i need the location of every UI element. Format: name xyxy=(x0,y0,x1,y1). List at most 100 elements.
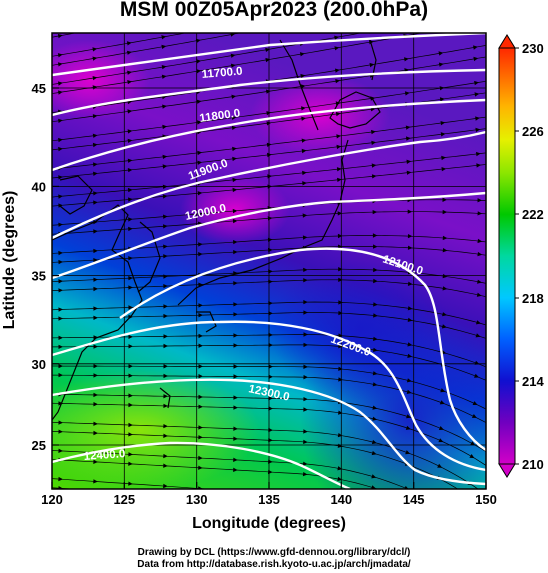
wind-arrowhead xyxy=(198,374,203,379)
wind-arrowhead xyxy=(198,313,203,318)
wind-arrowhead xyxy=(163,373,168,379)
wind-arrowhead xyxy=(128,217,133,222)
wind-arrowhead xyxy=(266,89,271,94)
wind-arrowhead xyxy=(442,286,448,291)
wind-arrowhead xyxy=(338,277,343,282)
wind-arrowhead xyxy=(299,20,304,24)
x-tick-label: 125 xyxy=(113,492,135,507)
wind-arrowhead xyxy=(475,127,481,133)
x-tick-label: 120 xyxy=(41,492,63,507)
wind-arrowhead xyxy=(338,344,343,349)
wind-arrowhead xyxy=(128,452,133,457)
wind-arrowhead xyxy=(233,312,238,317)
wind-arrowhead xyxy=(406,159,412,164)
wind-arrowhead xyxy=(127,80,132,85)
wind-arrowhead xyxy=(233,436,238,441)
wind-arrowhead xyxy=(373,278,378,284)
wind-arrowhead xyxy=(373,244,378,249)
wind-arrowhead xyxy=(127,158,133,163)
wind-arrowhead xyxy=(405,450,411,455)
wind-arrowhead xyxy=(406,170,412,175)
wind-arrowhead xyxy=(268,364,273,369)
wind-arrowhead xyxy=(407,342,413,347)
wind-arrowhead xyxy=(230,53,236,58)
wind-arrowhead xyxy=(128,422,133,428)
wind-arrowhead xyxy=(301,106,306,111)
wind-arrowhead xyxy=(232,208,238,214)
wind-arrowhead xyxy=(477,211,483,216)
wind-arrowhead xyxy=(303,267,308,272)
wind-arrowhead xyxy=(93,162,98,167)
wind-arrowhead xyxy=(336,134,341,139)
wind-arrowhead xyxy=(371,439,377,445)
wind-arrowhead xyxy=(303,342,308,348)
wind-arrowhead xyxy=(93,171,98,176)
wind-arrowhead xyxy=(334,46,340,51)
wind-arrowhead xyxy=(302,472,308,477)
wind-arrowhead xyxy=(230,2,235,6)
wind-arrowhead xyxy=(268,427,273,433)
wind-arrowhead xyxy=(471,414,477,418)
wind-arrowhead xyxy=(474,373,479,378)
wind-arrowhead xyxy=(371,129,376,135)
wind-arrowhead xyxy=(233,374,238,379)
x-tick-label: 145 xyxy=(403,492,425,507)
wind-arrowhead xyxy=(233,302,238,307)
wind-arrowhead xyxy=(127,138,133,143)
wind-arrowhead xyxy=(163,214,168,219)
wind-arrowhead xyxy=(233,467,238,472)
wind-arrowhead xyxy=(198,303,203,308)
wind-arrowhead xyxy=(92,56,98,61)
wind-arrowhead xyxy=(128,481,133,486)
wind-arrowhead xyxy=(93,258,98,263)
chart-title: MSM 00Z05Apr2023 (200.0hPa) xyxy=(119,0,429,21)
wind-arrowhead xyxy=(128,432,133,437)
wind-arrowhead xyxy=(128,373,133,378)
wind-arrowhead xyxy=(439,400,445,405)
wind-arrowhead xyxy=(127,21,132,25)
wind-arrowhead xyxy=(230,33,236,37)
wind-arrowhead xyxy=(92,142,98,148)
wind-arrowhead xyxy=(196,69,202,74)
wind-arrowhead xyxy=(163,453,168,459)
wind-arrowhead xyxy=(198,425,203,430)
wind-arrowhead xyxy=(302,181,307,186)
wind-arrowhead xyxy=(371,474,377,479)
y-tick-labels: 25 30 35 40 45 xyxy=(32,81,46,453)
wind-arrowhead xyxy=(265,16,270,20)
wind-arrowhead xyxy=(163,394,168,399)
wind-arrowhead xyxy=(233,395,238,400)
wind-arrowhead xyxy=(93,402,98,407)
wind-arrowhead xyxy=(438,51,444,56)
wind-arrowhead xyxy=(268,374,273,379)
wind-arrowhead xyxy=(162,104,167,109)
wind-arrowhead xyxy=(337,433,343,438)
wind-arrowhead xyxy=(268,311,273,316)
wind-arrowhead xyxy=(442,209,448,215)
wind-arrowhead xyxy=(475,116,480,121)
wind-arrowhead xyxy=(335,79,340,84)
y-tick-label: 25 xyxy=(32,438,46,453)
wind-arrowhead xyxy=(438,438,444,443)
wind-arrowhead xyxy=(476,163,481,168)
wind-arrowhead xyxy=(162,184,168,189)
credit-drawing: Drawing by DCL (https://www.gfd-dennou.o… xyxy=(137,547,411,558)
wind-arrowhead xyxy=(92,133,98,138)
wind-arrowhead xyxy=(439,97,445,102)
wind-arrowhead xyxy=(233,405,238,410)
wind-arrowhead xyxy=(93,277,98,282)
wind-arrowhead xyxy=(303,439,308,444)
wind-arrowhead xyxy=(472,401,478,405)
wind-arrowhead xyxy=(197,160,203,165)
wind-arrowhead xyxy=(302,213,308,218)
wind-arrowhead xyxy=(406,389,412,394)
wind-arrowhead xyxy=(268,342,273,348)
wind-arrowhead xyxy=(161,65,167,70)
wind-arrowhead xyxy=(403,23,408,27)
wind-arrowhead xyxy=(407,209,413,214)
wind-arrowhead xyxy=(92,85,98,90)
wind-arrowhead xyxy=(198,343,203,348)
wind-arrowhead xyxy=(407,234,413,239)
wind-arrowhead xyxy=(58,250,63,256)
wind-arrowhead xyxy=(233,426,238,431)
